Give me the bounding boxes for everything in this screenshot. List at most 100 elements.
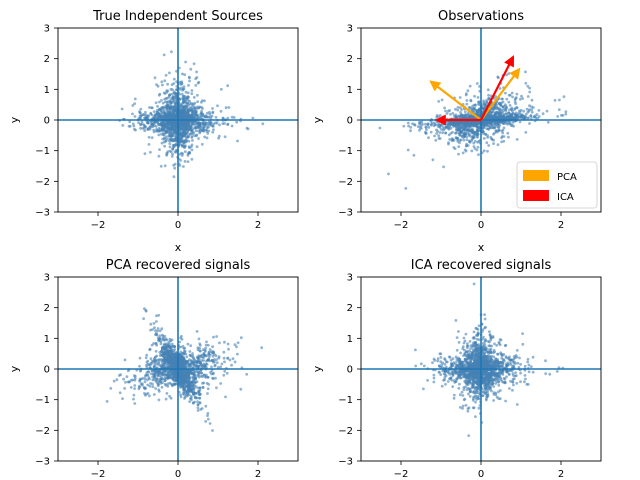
scatter-point [157,93,161,97]
scatter-point [558,98,561,102]
x-axis-label: x [175,241,182,254]
scatter-point [153,326,156,329]
scatter-point [184,352,188,356]
scatter-point [173,162,177,166]
scatter-point [507,121,511,125]
scatter-point [206,375,210,379]
scatter-point [196,81,200,85]
scatter-point [197,137,200,140]
scatter-point [183,160,187,163]
scatter-point [556,115,560,118]
scatter-point [492,126,496,130]
scatter-point [508,93,512,97]
scatter-point [489,114,493,118]
scatter-point [131,378,135,382]
scatter-point [457,145,461,149]
scatter-point [128,120,132,124]
scatter-point [477,153,480,157]
scatter-point [203,364,207,367]
scatter-point [425,128,428,132]
scatter-point [184,90,188,94]
scatter-point [421,122,424,126]
scatter-point [458,406,462,409]
scatter-point [209,121,213,125]
scatter-point [167,134,170,138]
scatter-point [163,144,167,148]
scatter-point [486,134,489,137]
scatter-point [183,349,186,353]
scatter-point [473,94,476,98]
scatter-point [524,115,527,119]
scatter-point [412,153,416,157]
scatter-point [562,95,566,99]
scatter-point [182,85,186,88]
scatter-point [200,105,203,109]
scatter-point [179,350,183,354]
scatter-point [142,123,146,127]
scatter-point [140,113,144,117]
scatter-point [189,67,193,71]
scatter-point [190,103,194,107]
scatter-point [181,356,184,360]
scatter-point [138,111,142,114]
scatter-point [201,364,204,368]
scatter-point [507,72,511,75]
legend-swatch-pca [523,170,549,181]
scatter-point [121,397,124,400]
scatter-point [466,131,469,135]
scatter-point [160,327,164,331]
y-tick-label: 2 [44,303,50,314]
scatter-point [194,84,198,87]
scatter-point [564,112,568,116]
scatter-point [465,92,468,95]
scatter-point [216,104,219,108]
scatter-point [157,154,161,158]
scatter-point [157,372,161,376]
scatter-point [139,369,142,373]
scatter-point [133,378,137,382]
scatter-point [456,108,460,112]
scatter-point [206,343,210,347]
scatter-point [222,356,226,360]
scatter-point [211,354,215,358]
scatter-point [153,329,157,332]
scatter-point [125,375,129,379]
scatter-point [502,139,506,143]
scatter-point [172,144,176,147]
scatter-point [164,135,168,139]
scatter-point [169,349,173,353]
scatter-point [515,106,519,110]
scatter-point [187,372,191,376]
scatter-point [159,164,163,168]
scatter-point [470,149,474,153]
scatter-point [153,121,156,124]
scatter-point [219,365,223,369]
scatter-point [226,342,230,346]
scatter-point [171,353,175,357]
scatter-point [183,346,187,350]
scatter-point [518,111,522,114]
scatter-point [261,122,265,126]
scatter-point [183,150,187,154]
scatter-point [197,123,201,127]
scatter-point [455,136,458,140]
y-tick-label: −1 [35,395,50,406]
scatter-point [120,107,124,111]
scatter-point [430,123,433,126]
scatter-point [188,114,192,118]
scatter-point [157,133,161,137]
scatter-point [223,360,226,364]
scatter-point [206,412,210,415]
scatter-point [477,100,480,104]
scatter-point [167,370,171,374]
scatter-point [219,382,223,385]
scatter-point [505,73,509,77]
scatter-point [157,398,161,402]
scatter-point [143,152,147,156]
scatter-point [214,376,217,380]
scatter-point [426,123,430,127]
scatter-point [146,370,150,373]
scatter-point [511,95,514,99]
scatter-point [163,125,166,129]
